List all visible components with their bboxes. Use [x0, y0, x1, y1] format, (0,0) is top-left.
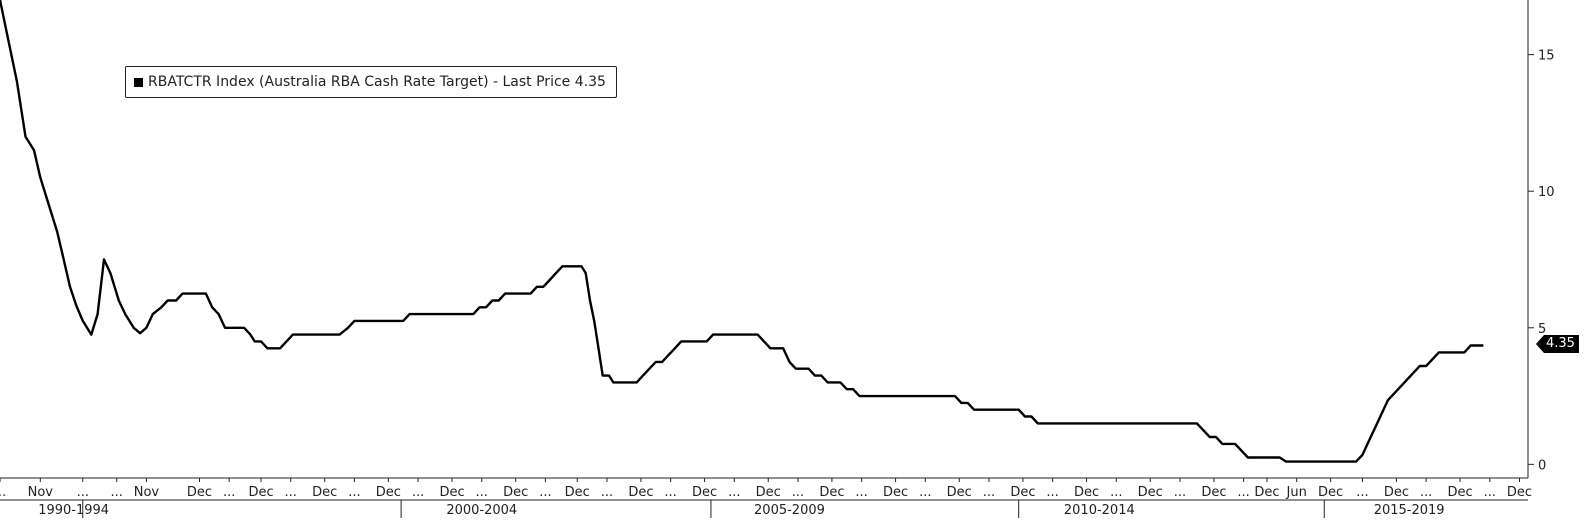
x-tick-label: Dec	[628, 485, 653, 500]
x-axis-periods: 1990-1994 2000-2004 2005-2009 2010-2014 2015…	[38, 500, 1445, 518]
x-tick-label: Nov	[134, 485, 160, 500]
x-tick-label: ...	[77, 485, 89, 500]
legend: RBATCTR Index (Australia RBA Cash Rate T…	[125, 66, 617, 98]
period-label: 2010-2014	[1064, 503, 1135, 518]
x-tick-label: ...	[1174, 485, 1186, 500]
series-layer	[0, 0, 1484, 463]
x-tick-label: Dec	[1138, 485, 1163, 500]
y-tick-label: 10	[1538, 185, 1555, 200]
period-label: 2005-2009	[754, 503, 825, 518]
period-label: 2000-2004	[446, 503, 517, 518]
x-tick-label: ...	[855, 485, 867, 500]
legend-label: RBATCTR Index (Australia RBA Cash Rate T…	[148, 74, 606, 90]
x-tick-label: ...	[919, 485, 931, 500]
y-axis-ticks: 0 5 10 15	[1528, 49, 1555, 473]
x-tick-label: ...	[539, 485, 551, 500]
x-tick-label: Dec	[248, 485, 273, 500]
x-tick-label: ...	[601, 485, 613, 500]
x-tick-label: Dec	[1507, 485, 1532, 500]
y-tick-label: 5	[1538, 322, 1546, 337]
x-tick-label: ...	[792, 485, 804, 500]
x-tick-label: Dec	[692, 485, 717, 500]
x-axis-ticks: ... Nov...... Nov Dec... Dec... Dec... Dec... D…	[0, 478, 1532, 500]
x-tick-label: ...	[1356, 485, 1368, 500]
x-tick-label: Dec	[756, 485, 781, 500]
y-tick-label: 15	[1538, 49, 1555, 64]
x-tick-label: Dec	[439, 485, 464, 500]
y-tick-label: 0	[1538, 458, 1546, 473]
axes-layer	[0, 0, 1529, 501]
x-tick-label: ...	[1237, 485, 1249, 500]
x-tick-label: ...	[348, 485, 360, 500]
x-tick-label: ...	[983, 485, 995, 500]
x-tick-label: Dec	[1384, 485, 1409, 500]
series-line	[0, 0, 1484, 463]
period-label: 2015-2019	[1374, 503, 1445, 518]
x-tick-label: ...	[1420, 485, 1432, 500]
x-tick-label: ...	[412, 485, 424, 500]
x-tick-label: Dec	[376, 485, 401, 500]
x-tick-label: Dec	[1201, 485, 1226, 500]
x-tick-label: ...	[0, 485, 6, 500]
x-tick-label: Dec	[1074, 485, 1099, 500]
x-tick-label: ...	[728, 485, 740, 500]
legend-swatch	[134, 77, 143, 87]
x-tick-label: ...	[1110, 485, 1122, 500]
x-tick-label: Jun	[1286, 485, 1307, 500]
x-tick-label: Dec	[1010, 485, 1035, 500]
x-tick-label: ...	[664, 485, 676, 500]
x-tick-label: Dec	[1254, 485, 1279, 500]
x-tick-label: Dec	[883, 485, 908, 500]
last-value-badge: 4.35	[1536, 335, 1579, 353]
x-tick-label: Dec	[565, 485, 590, 500]
x-tick-label: Dec	[503, 485, 528, 500]
x-tick-label: ...	[285, 485, 297, 500]
x-tick-label: Dec	[1448, 485, 1473, 500]
x-tick-label: Dec	[1318, 485, 1343, 500]
period-label: 1990-1994	[38, 503, 109, 518]
x-tick-label: ...	[1046, 485, 1058, 500]
x-tick-label: Dec	[312, 485, 337, 500]
x-tick-label: Dec	[187, 485, 212, 500]
x-tick-label: ...	[111, 485, 123, 500]
x-tick-label: ...	[476, 485, 488, 500]
x-tick-label: ...	[223, 485, 235, 500]
x-tick-label: Dec	[819, 485, 844, 500]
x-tick-label: Dec	[947, 485, 972, 500]
x-tick-label: ...	[1484, 485, 1496, 500]
x-tick-label: Nov	[28, 485, 54, 500]
